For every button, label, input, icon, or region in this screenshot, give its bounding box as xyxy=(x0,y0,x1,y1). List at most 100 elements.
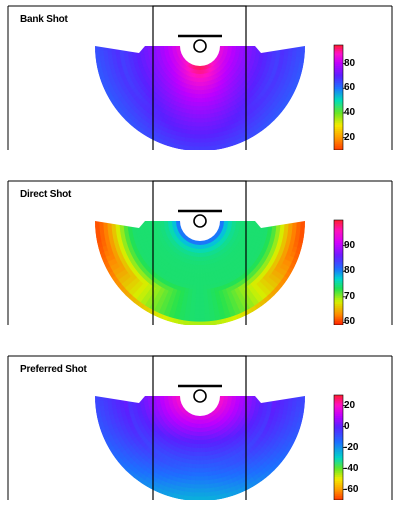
chart-panel-bank-shot: Bank Shot 20 40 60 80 xyxy=(0,0,400,150)
heatmap-cell xyxy=(110,225,116,231)
heatmap-cell xyxy=(189,492,196,498)
heatmap-cell xyxy=(191,121,197,127)
colorbar-segment xyxy=(334,228,343,232)
heatmap-cell xyxy=(119,224,125,230)
heatmap-cell xyxy=(223,221,229,223)
heatmap-cell xyxy=(188,496,196,500)
heatmap-cell xyxy=(223,46,229,48)
heatmap-cell xyxy=(102,225,108,232)
colorbar-tick-label: 80 xyxy=(344,57,356,69)
heatmap-cell xyxy=(190,305,196,311)
colorbar-segment xyxy=(334,320,343,324)
rim-icon xyxy=(193,39,207,53)
heatmap-cell xyxy=(296,225,302,232)
heatmap-cell xyxy=(203,296,209,302)
colorbar-segment xyxy=(334,87,343,90)
heatmap-cell xyxy=(177,144,185,150)
heatmap-cell xyxy=(114,399,120,406)
colorbar-segment xyxy=(334,285,343,288)
heatmap-cell xyxy=(204,142,211,148)
colorbar-segment xyxy=(334,283,343,286)
colorbar-segment xyxy=(334,108,343,111)
heatmap-cell xyxy=(300,46,305,52)
colorbar-segment xyxy=(334,312,343,316)
colorbar-segment xyxy=(334,241,343,244)
heatmap-cell xyxy=(197,256,201,262)
heatmap-cell xyxy=(204,138,211,144)
colorbar-segment xyxy=(334,280,343,284)
colorbar-segment xyxy=(334,63,343,67)
heatmap-cell xyxy=(240,221,245,224)
heatmap-cell xyxy=(299,406,305,413)
heatmap-cell xyxy=(199,134,206,140)
heatmap-cell xyxy=(199,321,206,325)
heatmap-cell xyxy=(199,456,204,461)
colorbar-segment xyxy=(334,61,343,65)
preferred-shot-heatmap xyxy=(7,355,393,500)
chart-title: Preferred Shot xyxy=(20,364,87,375)
heatmap-cell xyxy=(204,317,211,323)
heatmap-cell xyxy=(98,225,104,232)
colorbar-segment xyxy=(334,220,343,223)
heatmap-cell xyxy=(300,50,305,58)
heatmap-cell xyxy=(102,50,108,57)
heatmap-cell xyxy=(189,313,196,319)
colorbar-segment xyxy=(334,255,343,259)
colorbar-segment xyxy=(334,497,343,500)
colorbar-segment xyxy=(334,257,343,261)
heatmap-cell xyxy=(195,468,201,474)
colorbar-segment xyxy=(334,82,343,86)
colorbar-tick-label: 40 xyxy=(344,106,356,118)
heatmap-cell xyxy=(195,480,201,486)
heatmap-cell xyxy=(195,122,201,128)
heatmap-cell xyxy=(191,467,197,473)
heatmap-cell xyxy=(110,50,116,56)
colorbar-tick-label: -20 xyxy=(344,441,359,453)
colorbar-segment xyxy=(334,262,343,265)
heatmap-cell xyxy=(298,411,305,419)
bank-shot-heatmap xyxy=(7,5,393,150)
colorbar-segment xyxy=(334,135,343,138)
heatmap-cell xyxy=(192,459,197,465)
colorbar-segment xyxy=(334,49,343,52)
heatmap-cell xyxy=(227,221,233,224)
heatmap-cell xyxy=(192,280,198,286)
colorbar-tick-label: 80 xyxy=(344,265,356,277)
heatmap-cell xyxy=(114,224,120,231)
colorbar-segment xyxy=(334,91,343,94)
heatmap-cell xyxy=(199,126,205,132)
heatmap-cell xyxy=(219,221,225,223)
heatmap-cell xyxy=(196,456,201,461)
heatmap-cell xyxy=(191,117,197,123)
free-throw-lane xyxy=(152,5,247,150)
heatmap-cell xyxy=(199,130,205,136)
heatmap-cell xyxy=(199,460,204,465)
heatmap-cell xyxy=(299,231,305,238)
heatmap-cell xyxy=(191,471,197,477)
heatmap-cell xyxy=(275,399,281,405)
colorbar-segment xyxy=(334,57,343,61)
heatmap-cell xyxy=(204,130,210,136)
colorbar-segment xyxy=(334,295,343,299)
heatmap-cell xyxy=(227,46,233,49)
colorbar-tick-label: 20 xyxy=(344,131,356,143)
colorbar-segment xyxy=(334,120,343,124)
heatmap-cell xyxy=(199,313,206,319)
heatmap-cell xyxy=(223,396,229,398)
heatmap-cell xyxy=(292,400,298,407)
heatmap-cell xyxy=(219,46,225,48)
heatmap-cell xyxy=(194,146,201,150)
heatmap-cell xyxy=(227,396,233,399)
heatmap-cell xyxy=(248,46,253,50)
heatmap-cell xyxy=(95,221,100,227)
colorbar-segment xyxy=(334,141,343,145)
heatmap-cell xyxy=(95,46,100,52)
heatmap-cell xyxy=(296,50,302,57)
heatmap-cell xyxy=(194,496,201,500)
colorbar-segment xyxy=(334,147,343,150)
heatmap-cell xyxy=(196,448,201,453)
heatmap-cell xyxy=(106,225,112,232)
heatmap-cell xyxy=(288,225,294,232)
colorbar-tick-label: -40 xyxy=(344,462,359,474)
heatmap-cell xyxy=(194,313,201,319)
